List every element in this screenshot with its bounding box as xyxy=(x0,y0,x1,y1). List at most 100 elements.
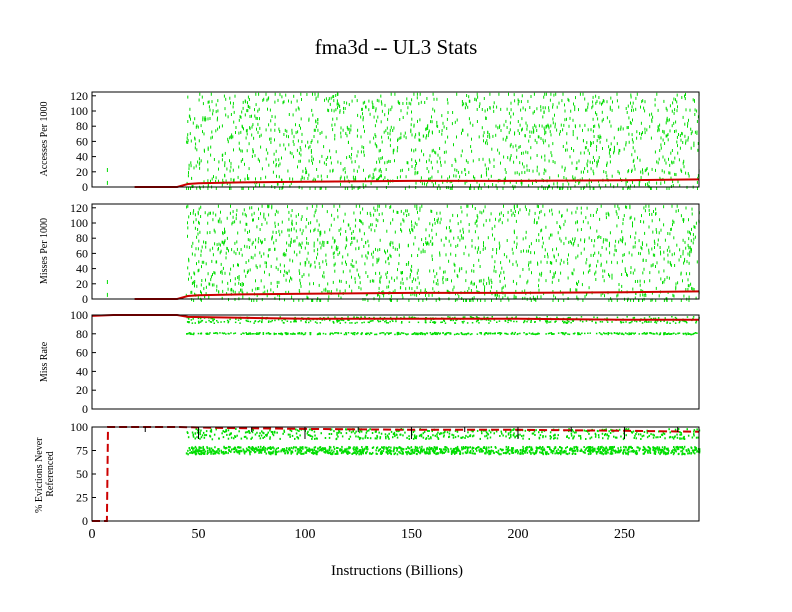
data-point xyxy=(550,133,552,137)
data-point xyxy=(639,158,641,162)
data-point xyxy=(214,332,216,334)
data-point xyxy=(695,221,697,225)
data-point xyxy=(378,99,380,103)
data-point xyxy=(313,128,315,132)
data-point xyxy=(552,434,555,437)
data-point xyxy=(411,117,413,121)
data-point xyxy=(368,108,370,112)
data-point xyxy=(368,244,370,248)
data-point xyxy=(607,333,609,336)
data-point xyxy=(593,135,595,138)
data-point xyxy=(304,332,307,334)
data-point xyxy=(549,270,551,274)
data-point xyxy=(549,130,551,134)
data-point xyxy=(255,245,256,249)
data-point xyxy=(289,258,291,262)
data-point xyxy=(524,289,526,293)
data-point xyxy=(478,158,480,162)
data-point xyxy=(388,285,390,289)
data-point xyxy=(278,332,280,335)
data-point xyxy=(336,99,338,103)
data-point xyxy=(662,155,664,159)
data-point xyxy=(679,184,681,188)
data-point xyxy=(521,290,523,294)
data-point xyxy=(328,448,331,450)
data-point xyxy=(383,130,385,134)
data-point xyxy=(234,241,236,245)
data-point xyxy=(665,161,667,165)
data-point xyxy=(336,288,338,292)
data-point xyxy=(376,160,378,164)
data-point xyxy=(362,222,364,226)
data-point xyxy=(564,321,566,323)
data-point xyxy=(380,450,383,453)
data-point xyxy=(485,434,488,437)
data-point xyxy=(238,131,240,135)
data-point xyxy=(515,180,517,184)
data-point xyxy=(575,125,576,129)
data-point xyxy=(382,290,384,294)
data-point xyxy=(210,153,212,157)
data-point xyxy=(247,449,250,452)
data-point xyxy=(644,231,646,235)
data-point xyxy=(698,448,701,451)
data-point xyxy=(606,321,609,323)
data-point xyxy=(417,268,419,272)
data-point xyxy=(680,168,682,172)
data-point xyxy=(274,296,276,300)
data-point xyxy=(642,168,643,172)
data-point xyxy=(439,251,441,255)
data-point xyxy=(392,151,394,155)
data-point xyxy=(540,137,542,140)
data-point xyxy=(389,253,391,257)
data-point xyxy=(576,166,578,170)
data-point xyxy=(196,148,198,152)
data-point xyxy=(656,92,658,96)
data-point xyxy=(672,101,674,105)
data-point xyxy=(592,95,594,99)
data-point xyxy=(455,319,457,322)
data-point xyxy=(372,320,374,322)
data-point xyxy=(650,321,652,323)
data-point xyxy=(366,211,368,215)
data-point xyxy=(528,245,530,249)
data-point xyxy=(477,298,478,302)
data-point xyxy=(528,169,530,172)
data-point xyxy=(628,140,630,144)
data-point xyxy=(534,211,536,215)
data-point xyxy=(476,224,478,228)
data-point xyxy=(677,281,679,285)
data-point xyxy=(630,122,632,125)
data-point xyxy=(377,204,379,208)
data-point xyxy=(203,287,205,291)
data-point xyxy=(567,333,569,335)
data-point xyxy=(609,251,611,255)
data-point xyxy=(236,208,238,212)
data-point xyxy=(334,316,336,318)
data-point xyxy=(369,279,371,283)
data-point xyxy=(394,435,396,438)
data-point xyxy=(275,158,277,162)
data-point xyxy=(212,253,214,257)
data-point xyxy=(368,317,371,319)
data-point xyxy=(680,214,682,218)
data-point xyxy=(388,256,389,260)
data-point xyxy=(528,212,530,216)
data-point xyxy=(508,92,509,96)
data-point xyxy=(332,321,335,323)
data-point xyxy=(325,135,327,139)
data-point xyxy=(501,432,503,435)
data-point xyxy=(205,278,206,282)
data-point xyxy=(525,208,527,211)
data-point xyxy=(317,333,320,335)
data-point xyxy=(594,124,596,128)
data-point xyxy=(505,171,507,174)
data-point xyxy=(392,209,394,213)
data-point xyxy=(596,113,598,117)
data-point xyxy=(628,322,631,324)
data-point xyxy=(249,229,250,233)
data-point xyxy=(694,108,696,112)
data-point xyxy=(401,168,403,172)
data-point xyxy=(446,127,448,130)
data-point xyxy=(282,253,284,257)
